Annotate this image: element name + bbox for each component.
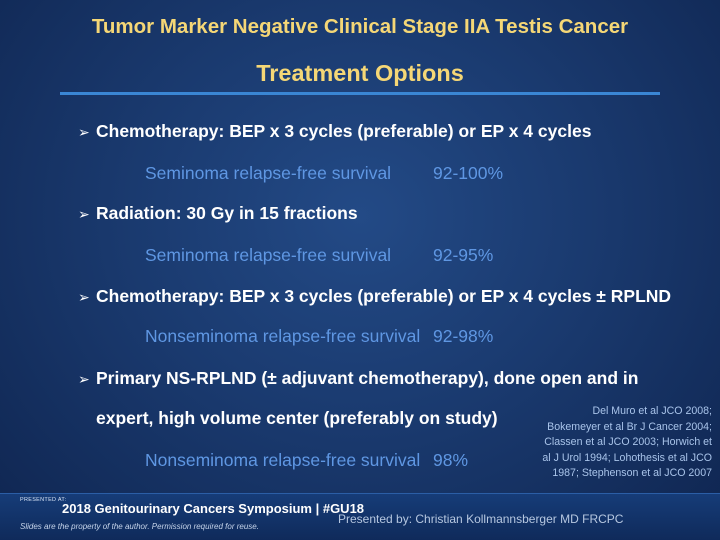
footer-bar: [0, 493, 720, 540]
survival-label: Nonseminoma relapse-free survival: [145, 326, 421, 346]
arrow-bullet-icon: ➢: [78, 124, 90, 140]
survival-label: Seminoma relapse-free survival: [145, 245, 392, 265]
bullet-continuation: expert, high volume center (preferably o…: [96, 408, 498, 428]
slides-property-note: Slides are the property of the author. P…: [20, 522, 259, 531]
bullet-chemotherapy-nonseminoma: ➢ Chemotherapy: BEP x 3 cycles (preferabl…: [78, 286, 671, 307]
reference-line: al J Urol 1994; Lohothesis et al JCO: [542, 451, 712, 464]
references: Del Muro et al JCO 2008; Bokemeyer et al…: [532, 404, 712, 482]
title-divider: [60, 92, 660, 95]
arrow-bullet-icon: ➢: [78, 289, 90, 305]
survival-value: 98%: [433, 450, 469, 470]
symposium-name: 2018 Genitourinary Cancers Symposium | #…: [62, 501, 365, 516]
reference-line: Bokemeyer et al Br J Cancer 2004;: [547, 420, 712, 433]
survival-label: Nonseminoma relapse-free survival: [145, 450, 421, 470]
bullet-chemotherapy-seminoma: ➢ Chemotherapy: BEP x 3 cycles (preferabl…: [78, 121, 591, 142]
survival-value: 92-98%: [433, 326, 494, 346]
presenter-credit: Presented by: Christian Kollmannsberger …: [338, 512, 624, 526]
presented-at-label: PRESENTED AT:: [20, 497, 67, 503]
arrow-bullet-icon: ➢: [78, 206, 90, 222]
slide-title: Tumor Marker Negative Clinical Stage IIA…: [91, 15, 629, 38]
bullet-text: Primary NS-RPLND (± adjuvant chemotherap…: [96, 368, 639, 388]
bullet-text: Chemotherapy: BEP x 3 cycles (preferable…: [96, 286, 672, 306]
bullet-text: Radiation: 30 Gy in 15 fractions: [96, 203, 358, 223]
survival-value: 92-100%: [433, 163, 504, 183]
reference-line: Classen et al JCO 2003; Horwich et: [544, 436, 712, 448]
bullet-text: Chemotherapy: BEP x 3 cycles (preferable…: [96, 121, 592, 141]
survival-value: 92-95%: [433, 245, 494, 265]
slide-subtitle: Treatment Options: [256, 60, 464, 86]
reference-line: Del Muro et al JCO 2008;: [592, 405, 712, 417]
bullet-radiation: ➢ Radiation: 30 Gy in 15 fractions: [78, 203, 358, 224]
arrow-bullet-icon: ➢: [78, 371, 90, 387]
bullet-primary-rplnd: ➢ Primary NS-RPLND (± adjuvant chemothera…: [78, 368, 638, 389]
reference-line: 1987; Stephenson et al JCO 2007: [552, 467, 712, 479]
survival-label: Seminoma relapse-free survival: [145, 163, 392, 183]
